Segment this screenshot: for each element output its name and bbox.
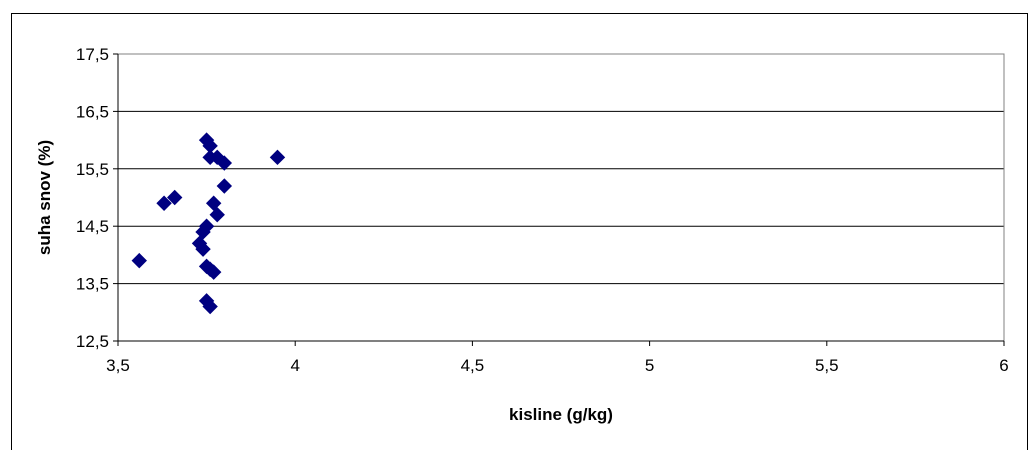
- data-point: [202, 298, 218, 315]
- data-point: [216, 178, 233, 194]
- data-point: [195, 241, 211, 257]
- x-tick-label: 3,5: [106, 356, 130, 375]
- data-point: [205, 195, 222, 211]
- data-points: [131, 132, 286, 315]
- data-point: [216, 155, 233, 171]
- x-tick-labels: 3,5 4 4,5 5 5,5 6: [106, 356, 1009, 375]
- data-point: [156, 195, 172, 211]
- y-tick-label: 14,5: [76, 217, 109, 236]
- data-point: [205, 264, 222, 280]
- data-point: [131, 252, 147, 269]
- axes: [113, 53, 1005, 346]
- x-tick-label: 6: [999, 356, 1008, 375]
- y-tick-label: 17,5: [76, 45, 109, 64]
- x-tick-label: 5: [645, 356, 654, 375]
- y-tick-label: 15,5: [76, 160, 109, 179]
- data-point: [198, 218, 215, 234]
- data-point: [269, 149, 286, 166]
- x-tick-label: 4: [290, 356, 299, 375]
- y-tick-label: 16,5: [76, 102, 109, 121]
- plot-area: [117, 53, 1005, 342]
- y-tick-label: 12,5: [76, 332, 109, 351]
- x-axis-title: kisline (g/kg): [509, 405, 613, 424]
- y-tick-labels: 12,5 13,5 14,5 15,5 16,5 17,5: [76, 45, 109, 351]
- data-point: [209, 207, 225, 223]
- grid-lines: [118, 53, 1004, 342]
- x-tick-label: 5,5: [815, 356, 839, 375]
- y-tick-label: 13,5: [76, 275, 109, 294]
- y-axis-title: suha snov (%): [35, 140, 54, 255]
- chart-frame: [11, 13, 1028, 450]
- data-point: [166, 189, 183, 206]
- x-tick-label: 4,5: [461, 356, 485, 375]
